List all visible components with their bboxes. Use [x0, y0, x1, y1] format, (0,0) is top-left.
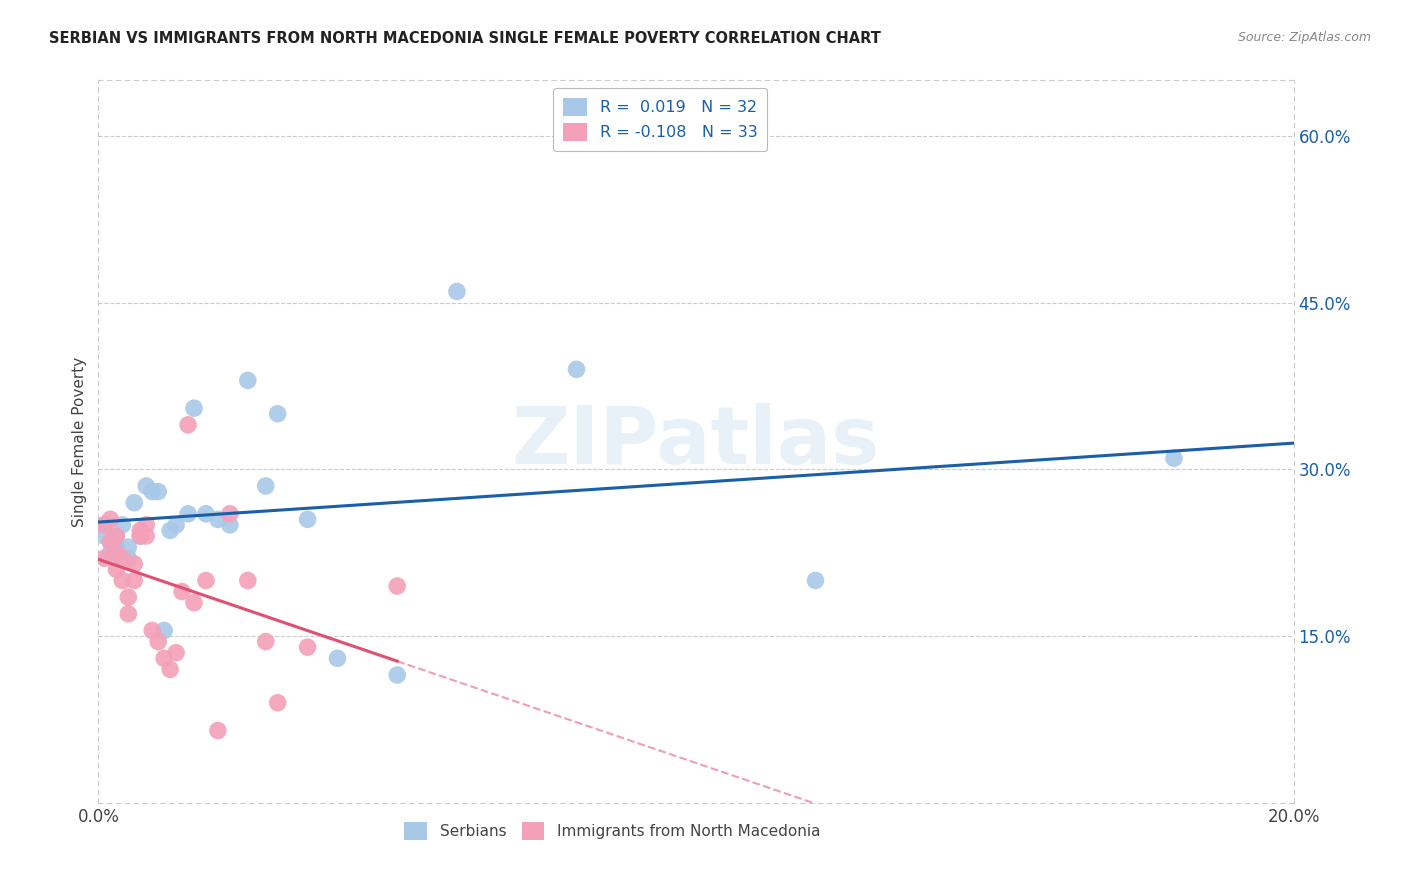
- Point: [1163, 451, 1185, 466]
- Point: [267, 696, 290, 710]
- Point: [804, 574, 827, 588]
- Point: [183, 596, 205, 610]
- Point: [385, 668, 409, 682]
- Point: [129, 529, 152, 543]
- Point: [117, 551, 139, 566]
- Point: [385, 579, 409, 593]
- Point: [124, 496, 146, 510]
- Point: [219, 517, 242, 532]
- Point: [129, 524, 152, 538]
- Point: [105, 562, 128, 576]
- Point: [195, 574, 218, 588]
- Point: [159, 524, 181, 538]
- Text: SERBIAN VS IMMIGRANTS FROM NORTH MACEDONIA SINGLE FEMALE POVERTY CORRELATION CHA: SERBIAN VS IMMIGRANTS FROM NORTH MACEDON…: [49, 31, 882, 46]
- Point: [141, 484, 163, 499]
- Point: [236, 373, 259, 387]
- Point: [105, 529, 128, 543]
- Point: [165, 517, 187, 532]
- Point: [159, 662, 181, 676]
- Y-axis label: Single Female Poverty: Single Female Poverty: [72, 357, 87, 526]
- Point: [565, 362, 588, 376]
- Point: [153, 624, 176, 638]
- Point: [124, 574, 146, 588]
- Point: [117, 540, 139, 554]
- Point: [446, 285, 468, 299]
- Point: [254, 634, 277, 648]
- Point: [153, 651, 176, 665]
- Point: [105, 540, 128, 554]
- Point: [297, 640, 319, 655]
- Point: [326, 651, 349, 665]
- Point: [148, 484, 170, 499]
- Point: [177, 507, 200, 521]
- Legend: Serbians, Immigrants from North Macedonia: Serbians, Immigrants from North Macedoni…: [398, 816, 827, 846]
- Point: [93, 551, 115, 566]
- Point: [148, 634, 170, 648]
- Point: [207, 723, 229, 738]
- Point: [172, 584, 194, 599]
- Point: [111, 574, 134, 588]
- Point: [105, 546, 128, 560]
- Point: [135, 479, 157, 493]
- Point: [165, 646, 187, 660]
- Point: [135, 517, 157, 532]
- Point: [195, 507, 218, 521]
- Point: [98, 546, 122, 560]
- Point: [267, 407, 290, 421]
- Point: [117, 590, 139, 604]
- Point: [124, 557, 146, 571]
- Point: [135, 529, 157, 543]
- Point: [177, 417, 200, 432]
- Point: [219, 507, 242, 521]
- Point: [129, 529, 152, 543]
- Point: [254, 479, 277, 493]
- Text: Source: ZipAtlas.com: Source: ZipAtlas.com: [1237, 31, 1371, 45]
- Point: [98, 512, 122, 526]
- Point: [93, 517, 115, 532]
- Point: [141, 624, 163, 638]
- Point: [105, 529, 128, 543]
- Point: [93, 529, 115, 543]
- Text: ZIPatlas: ZIPatlas: [512, 402, 880, 481]
- Point: [183, 401, 205, 416]
- Point: [98, 534, 122, 549]
- Point: [236, 574, 259, 588]
- Point: [207, 512, 229, 526]
- Point: [297, 512, 319, 526]
- Point: [93, 517, 115, 532]
- Point: [98, 534, 122, 549]
- Point: [111, 517, 134, 532]
- Point: [117, 607, 139, 621]
- Point: [111, 551, 134, 566]
